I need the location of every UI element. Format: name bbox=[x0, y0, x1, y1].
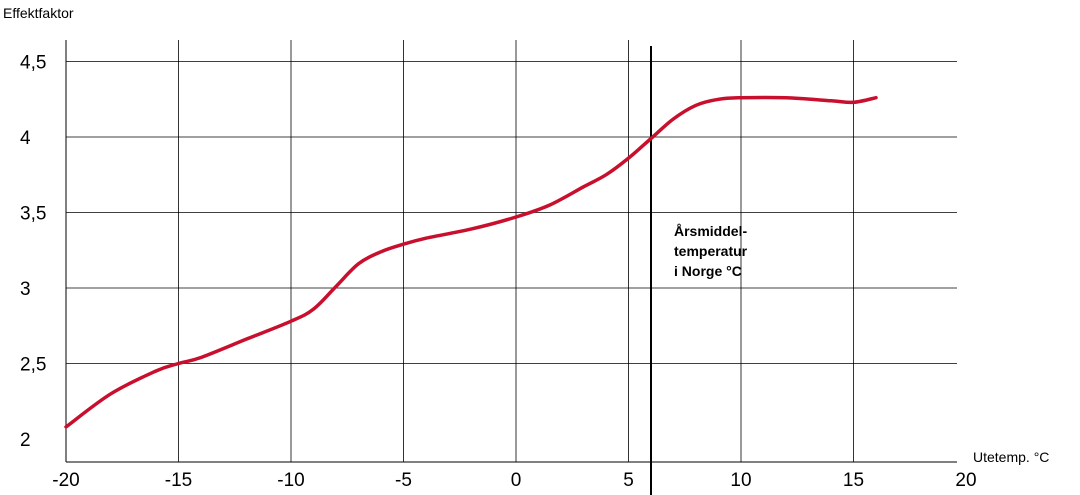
x-tick-label: -15 bbox=[165, 470, 192, 491]
x-axis-label: Utetemp. °C bbox=[973, 449, 1049, 465]
x-tick-label: 15 bbox=[843, 470, 864, 491]
x-tick-label: -20 bbox=[52, 470, 79, 491]
reference-annotation: Årsmiddel-temperatur i Norge °C bbox=[674, 223, 748, 279]
axes bbox=[65, 40, 957, 495]
reference-label-line: Årsmiddel- bbox=[674, 223, 747, 239]
x-tick-label: 5 bbox=[623, 470, 634, 491]
y-tick-label: 2 bbox=[20, 430, 31, 451]
x-tick-label: 0 bbox=[511, 470, 522, 491]
y-tick-label: 3,5 bbox=[20, 204, 46, 225]
series bbox=[64, 95, 878, 429]
y-tick-label: 2,5 bbox=[20, 355, 46, 376]
y-tick-label: 4 bbox=[20, 128, 31, 149]
y-tick-label: 4,5 bbox=[20, 53, 46, 74]
reference-label-line: temperatur bbox=[674, 243, 748, 259]
grid bbox=[66, 40, 957, 462]
series-line bbox=[64, 95, 878, 429]
x-tick-label: 20 bbox=[955, 470, 976, 491]
y-tick-label: 3 bbox=[20, 279, 31, 300]
x-tick-label: -10 bbox=[277, 470, 304, 491]
y-axis-label: Effektfaktor bbox=[3, 5, 74, 21]
tick-labels: -20 -15 -10 -5 0 5 10 15 20 2,5 3 3,5 4 4,5 2 bbox=[20, 53, 977, 492]
x-tick-label: -5 bbox=[395, 470, 412, 491]
reference-label-line: i Norge °C bbox=[674, 263, 742, 279]
x-tick-label: 10 bbox=[730, 470, 751, 491]
